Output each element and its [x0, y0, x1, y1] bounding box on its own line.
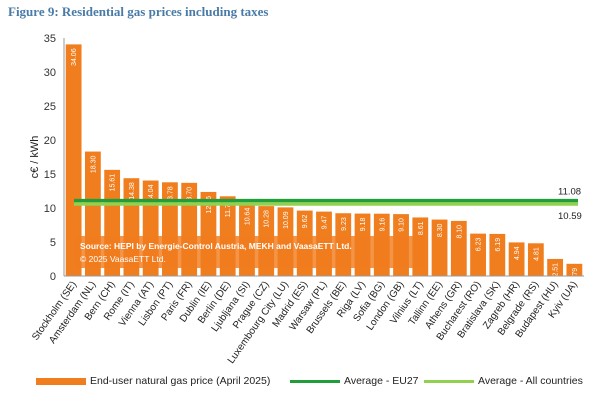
data-label: 9.18	[360, 217, 367, 231]
bar	[547, 258, 564, 276]
data-label: 1.79	[572, 268, 579, 282]
figure-title: Figure 9: Residential gas prices includi…	[8, 4, 269, 19]
source-text: Source: HEPI by Energie-Control Austria,…	[80, 241, 352, 251]
data-label: 9.23	[341, 217, 348, 231]
y-axis-title: c€ / kWh	[29, 136, 41, 179]
data-label: 8.61	[418, 221, 425, 235]
y-tick-label: 35	[44, 33, 56, 45]
y-tick-label: 20	[44, 135, 56, 147]
y-tick-label: 0	[50, 271, 56, 283]
bar	[508, 242, 525, 276]
data-label: 10.09	[283, 211, 290, 229]
average-lines-group: 11.08 10.59	[74, 187, 582, 222]
legend-label-price: End-user natural gas price (April 2025)	[90, 375, 271, 387]
y-axis: 0 5 10 15 20 25 30 35	[44, 33, 65, 283]
data-label: 2.51	[553, 263, 560, 277]
bar	[470, 233, 486, 276]
copyright-text: © 2025 VaasaETT Ltd.	[80, 254, 166, 264]
legend-item-eu27: Average - EU27	[290, 375, 419, 387]
data-label: 10.28	[264, 210, 271, 228]
y-tick-label: 25	[44, 101, 56, 113]
legend-swatch-eu27	[290, 379, 340, 383]
data-labels-group: 34.0618.3015.6114.3814.0413.7813.7012.36…	[71, 48, 579, 281]
data-label: 4.81	[533, 247, 540, 261]
data-label: 14.04	[148, 184, 155, 202]
data-label: 14.38	[129, 182, 136, 200]
data-label: 4.94	[514, 246, 521, 260]
y-tick-label: 5	[50, 237, 56, 249]
data-label: 13.70	[187, 187, 194, 205]
data-label: 9.16	[379, 218, 386, 232]
legend: End-user natural gas price (April 2025) …	[0, 373, 600, 395]
data-label: 9.62	[302, 214, 309, 228]
data-label: 13.78	[167, 186, 174, 204]
bar	[450, 220, 467, 276]
source-annotation-background	[74, 236, 424, 268]
data-label: 8.30	[437, 223, 444, 237]
y-tick-label: 15	[44, 169, 56, 181]
bar	[65, 44, 82, 276]
average-line-label: 10.59	[558, 211, 582, 222]
bar	[527, 243, 544, 276]
y-tick-label: 10	[44, 203, 56, 215]
data-label: 6.23	[476, 238, 483, 252]
source-annotation: Source: HEPI by Energie-Control Austria,…	[74, 236, 424, 268]
legend-item-all: Average - All countries	[424, 375, 583, 387]
data-label: 6.19	[495, 238, 502, 252]
legend-label-eu27: Average - EU27	[344, 375, 419, 387]
legend-item-price: End-user natural gas price (April 2025)	[36, 375, 270, 387]
average-line-label: 11.08	[558, 187, 581, 198]
data-label: 9.47	[322, 215, 329, 229]
bar	[489, 233, 506, 276]
legend-label-all: Average - All countries	[478, 375, 583, 387]
data-label: 9.10	[399, 218, 406, 232]
bar	[431, 219, 448, 276]
data-label: 11.72	[225, 200, 232, 217]
legend-swatch-all	[424, 379, 474, 383]
legend-swatch-price	[36, 377, 86, 385]
data-label: 34.06	[71, 48, 78, 66]
data-label: 8.10	[456, 225, 463, 239]
data-label: 10.64	[244, 208, 251, 226]
data-label: 18.30	[90, 155, 97, 173]
x-axis: Stockholm (SE)Amsterdam (NL)Bern (CH)Rom…	[30, 275, 584, 366]
y-tick-label: 30	[44, 67, 56, 79]
bar	[566, 263, 583, 276]
data-label: 15.61	[110, 174, 117, 192]
